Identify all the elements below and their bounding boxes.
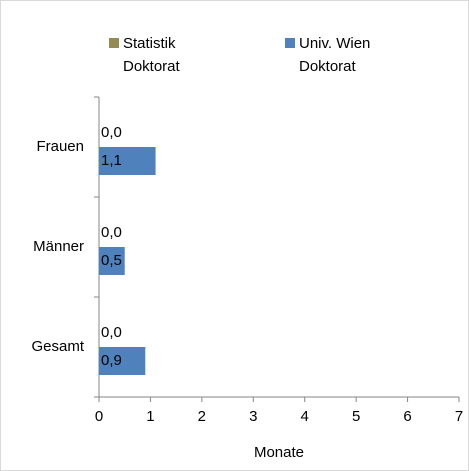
- legend-label: Statistik Doktorat: [123, 35, 180, 75]
- value-label: 0,0: [101, 124, 122, 141]
- value-label: 1,1: [101, 152, 122, 169]
- x-tick-label: 1: [146, 408, 154, 425]
- legend-swatch: [109, 38, 119, 48]
- x-tick-label: 5: [352, 408, 360, 425]
- x-tick-label: 6: [403, 408, 411, 425]
- x-tick-label: 7: [455, 408, 463, 425]
- y-tick-label: Gesamt: [31, 338, 84, 355]
- x-tick-label: 2: [198, 408, 206, 425]
- bar: [99, 147, 156, 175]
- value-label: 0,0: [101, 224, 122, 241]
- bar: [99, 347, 146, 375]
- x-tick-label: 4: [301, 408, 309, 425]
- bar: [99, 247, 125, 275]
- y-tick-label: Frauen: [36, 138, 84, 155]
- legend-label: Univ. Wien Doktorat: [299, 35, 371, 75]
- value-label: 0,0: [101, 324, 122, 341]
- y-tick-label: Männer: [33, 238, 84, 255]
- x-tick-label: 3: [249, 408, 257, 425]
- x-axis-label: Monate: [254, 444, 304, 461]
- legend-swatch: [285, 38, 295, 48]
- value-label: 0,5: [101, 252, 122, 269]
- value-label: 0,9: [101, 352, 122, 369]
- x-tick-label: 0: [95, 408, 103, 425]
